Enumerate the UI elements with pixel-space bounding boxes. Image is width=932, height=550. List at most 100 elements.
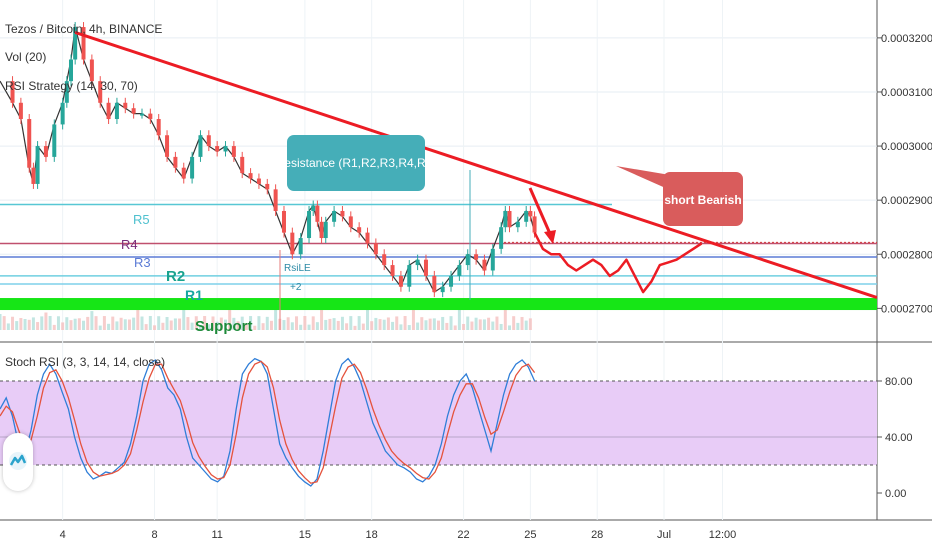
volume-bar bbox=[27, 319, 31, 330]
candle-body bbox=[106, 102, 111, 120]
volume-bar bbox=[61, 322, 65, 330]
descending-trendline bbox=[74, 31, 878, 299]
resistance-callout-label: Resistance (R1,R2,R3,R4,R5) bbox=[276, 156, 437, 170]
volume-bar bbox=[432, 318, 436, 330]
volume-bar bbox=[48, 316, 52, 330]
candle-body bbox=[503, 210, 508, 228]
volume-bar bbox=[65, 317, 69, 330]
volume-bar bbox=[524, 320, 528, 330]
volume-bar bbox=[132, 317, 136, 330]
time-axis[interactable]: 4 8 11 15 18 22 25 28 Jul 12:00 bbox=[60, 529, 737, 541]
volume-bar bbox=[340, 316, 344, 330]
down-arrow-head bbox=[544, 230, 556, 244]
volume-bar bbox=[31, 317, 35, 330]
level-label-r1: R1 bbox=[185, 287, 203, 303]
volume-bar bbox=[462, 323, 466, 330]
price-tick-label: 0.0002700 bbox=[881, 303, 932, 315]
volume-bar bbox=[257, 316, 261, 330]
time-tick-label: 8 bbox=[151, 529, 157, 541]
support-zone bbox=[0, 298, 877, 311]
volume-bar bbox=[127, 319, 131, 330]
candle-body bbox=[407, 265, 412, 287]
volume-bar bbox=[194, 316, 198, 330]
time-tick-label: 11 bbox=[211, 529, 222, 541]
volume-bar bbox=[11, 316, 15, 330]
volume-bar bbox=[182, 308, 186, 330]
stoch-tick-label: 0.00 bbox=[885, 488, 906, 500]
candle-body bbox=[73, 27, 78, 60]
volume-bar bbox=[153, 325, 157, 330]
volume-bar bbox=[370, 321, 374, 330]
candle-body bbox=[98, 81, 103, 103]
volume-bar bbox=[386, 317, 390, 330]
volume-bar bbox=[290, 322, 294, 330]
volume-bar bbox=[186, 317, 190, 330]
chart-legend-title: Tezos / Bitcoin, 4h, BINANCE bbox=[5, 22, 163, 36]
volume-bar bbox=[19, 318, 23, 330]
level-label-r5: R5 bbox=[133, 212, 150, 227]
volume-bar bbox=[102, 316, 106, 330]
volume-bar bbox=[349, 316, 353, 330]
candle-body bbox=[10, 81, 15, 103]
tradingview-logo[interactable] bbox=[3, 433, 33, 491]
candle-body bbox=[223, 146, 228, 152]
price-tick-label: 0.0003100 bbox=[881, 87, 932, 99]
stoch-band bbox=[0, 381, 877, 465]
volume-bar bbox=[478, 319, 482, 330]
volume-bar bbox=[395, 316, 399, 330]
volume-bar bbox=[36, 322, 40, 330]
volume-bar bbox=[332, 318, 336, 330]
candle-body bbox=[398, 275, 403, 287]
candle-body bbox=[181, 167, 186, 179]
candle-body bbox=[190, 156, 195, 179]
volume-bar bbox=[253, 325, 257, 330]
stoch-pane bbox=[0, 357, 877, 487]
short-callout-label: short Bearish bbox=[664, 193, 741, 207]
candle-body bbox=[35, 146, 40, 184]
short-callout bbox=[663, 172, 743, 226]
candle-body bbox=[60, 102, 65, 125]
price-axis[interactable]: 0.0003200 0.0003100 0.0003000 0.0002900 0.00… bbox=[877, 33, 932, 500]
candle-body bbox=[52, 124, 57, 157]
volume-bar bbox=[123, 319, 127, 330]
volume-bar bbox=[94, 316, 98, 330]
volume-bar bbox=[499, 323, 503, 330]
price-tick-label: 0.0002800 bbox=[881, 249, 932, 261]
volume-bar bbox=[315, 322, 319, 330]
volume-bar bbox=[307, 324, 311, 330]
stoch-tick-label: 80.00 bbox=[885, 376, 913, 388]
level-label-support: Support bbox=[195, 318, 253, 335]
candle-body bbox=[131, 108, 136, 114]
candle-body bbox=[273, 189, 278, 211]
candle-body bbox=[89, 59, 94, 82]
volume-bar bbox=[40, 316, 44, 330]
volume-bar bbox=[528, 318, 532, 330]
volume-bar bbox=[411, 304, 415, 330]
volume-bar bbox=[240, 316, 244, 330]
down-arrow bbox=[528, 187, 553, 237]
candle-body bbox=[206, 135, 211, 147]
volume-bar bbox=[173, 318, 177, 330]
volume-bar bbox=[320, 305, 324, 330]
candle-body bbox=[173, 156, 178, 168]
volume-bar bbox=[52, 324, 56, 330]
candle-body bbox=[114, 102, 119, 120]
volume-bar bbox=[82, 320, 86, 330]
candle-body bbox=[528, 210, 533, 217]
volume-bar bbox=[295, 316, 299, 330]
candle-body bbox=[148, 113, 153, 120]
resistance-callout bbox=[287, 135, 425, 191]
volume-bar bbox=[178, 318, 182, 330]
candle-body bbox=[449, 275, 454, 287]
volume-bar bbox=[403, 316, 407, 330]
rsi-strategy-legend: RSI Strategy (14, 30, 70) bbox=[5, 79, 138, 93]
volume-bar bbox=[361, 323, 365, 330]
volume-bar bbox=[274, 306, 278, 330]
volume-bar bbox=[424, 320, 428, 330]
volume-bar bbox=[244, 323, 248, 330]
candle-body bbox=[68, 59, 73, 82]
time-tick-label: 12:00 bbox=[709, 529, 737, 541]
volume-bar bbox=[437, 320, 440, 330]
volume-bar bbox=[507, 325, 511, 330]
